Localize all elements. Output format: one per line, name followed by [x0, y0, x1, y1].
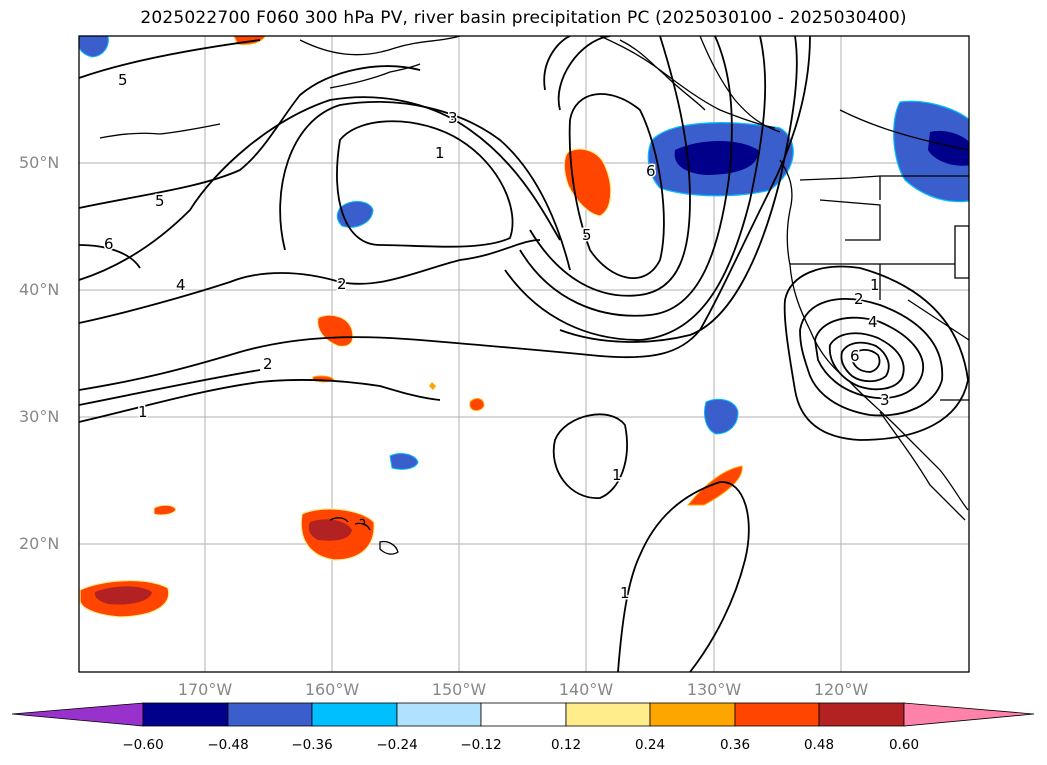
contour-label: 5	[118, 71, 128, 89]
contour-label: 6	[646, 162, 656, 180]
colorbar-cell	[396, 702, 482, 727]
colorbar-cell	[565, 702, 651, 727]
lon-label: 150°W	[431, 680, 487, 699]
colorbar-tick-label: −0.12	[460, 737, 502, 753]
contour-label: 6	[850, 347, 860, 365]
colorbar-tick-label: 0.36	[719, 737, 751, 753]
lon-label: 140°W	[558, 680, 614, 699]
colorbar	[11, 702, 1035, 727]
colorbar-cell	[649, 702, 736, 727]
colorbar-cell	[311, 702, 398, 727]
contour-label: 3	[448, 109, 458, 127]
colorbar-tick-label: −0.24	[376, 737, 418, 753]
contour-label: 3	[880, 391, 890, 409]
colorbar-tick-label: 0.24	[634, 737, 666, 753]
contour-label: 4	[868, 313, 878, 331]
lat-label: 50°N	[19, 153, 60, 172]
colorbar-tick-label: −0.60	[122, 737, 164, 753]
contour-label: 1	[620, 584, 630, 602]
contour-label: 2	[263, 355, 273, 373]
positive-pc-shading	[79, 36, 743, 618]
colorbar-cell	[734, 702, 820, 727]
map-title: 2025022700 F060 300 hPa PV, river basin …	[140, 8, 907, 28]
colorbar-cell	[142, 702, 229, 727]
contour-label: 5	[582, 226, 592, 244]
lon-label: 160°W	[304, 680, 360, 699]
contour-label: 4	[176, 276, 186, 294]
colorbar-tick-label: 0.60	[888, 737, 920, 753]
colorbar-cell	[480, 702, 567, 727]
contour-label: 1	[870, 276, 880, 294]
colorbar-tick-label: −0.36	[291, 737, 333, 753]
colorbar-tick-label: −0.48	[207, 737, 249, 753]
contour-label: 1	[612, 466, 622, 484]
map-frame	[78, 35, 970, 673]
colorbar-cell	[227, 702, 313, 727]
colorbar-cell	[903, 702, 1035, 727]
contour-label: 5	[155, 192, 165, 210]
contour-label: 6	[104, 235, 114, 253]
coastlines	[99, 36, 969, 555]
contour-label: 2	[854, 290, 864, 308]
pv-contours	[79, 36, 969, 672]
lat-label: 20°N	[19, 534, 60, 553]
lon-label: 170°W	[177, 680, 233, 699]
contour-label: 1	[435, 144, 445, 162]
lat-label: 40°N	[19, 280, 60, 299]
colorbar-cell	[818, 702, 905, 727]
contour-label: 2	[337, 275, 347, 293]
lon-label: 120°W	[813, 680, 869, 699]
colorbar-tick-label: 0.12	[550, 737, 582, 753]
colorbar-cell	[11, 702, 144, 727]
colorbar-tick-label: 0.48	[803, 737, 835, 753]
graticule	[79, 36, 969, 672]
contour-label: 1	[138, 403, 148, 421]
lat-label: 30°N	[19, 407, 60, 426]
contour-labels: 5 3 1 5 6 4 2 2 1 1 2 4 6 3 1 1 5 6	[103, 70, 892, 604]
lon-label: 130°W	[686, 680, 742, 699]
